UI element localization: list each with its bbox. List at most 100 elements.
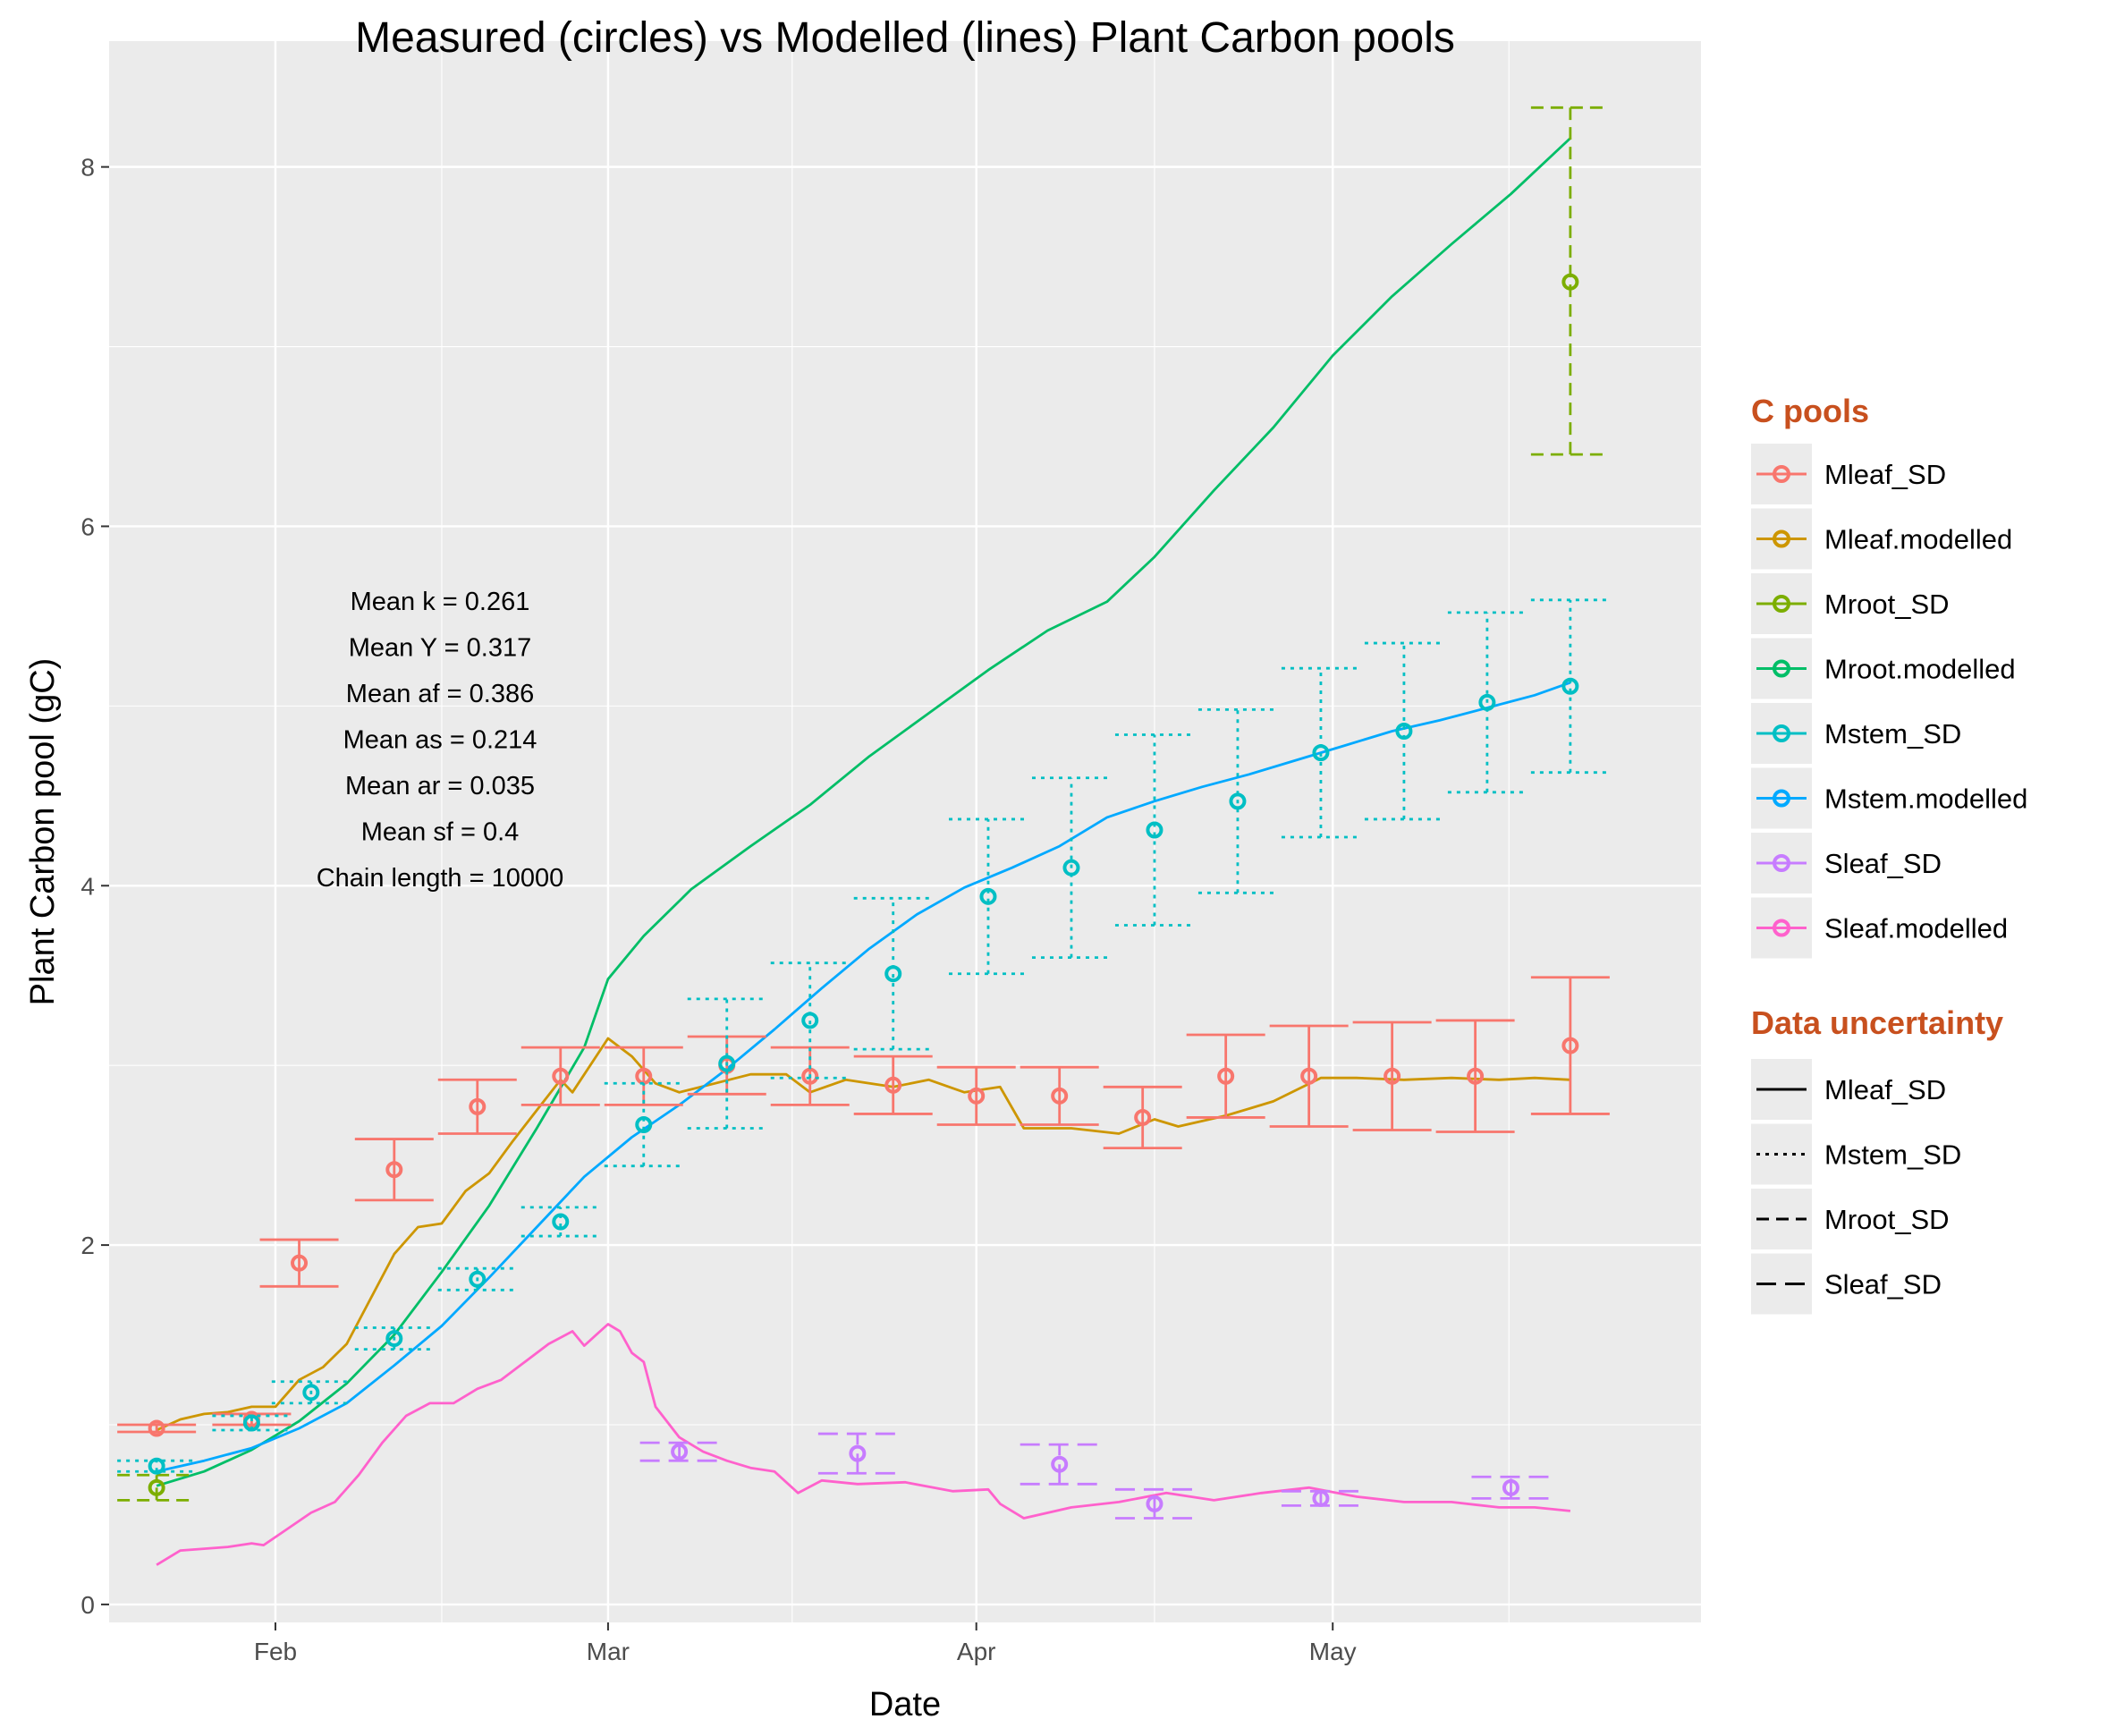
measured-point-group-mstem-sd bbox=[687, 997, 766, 1130]
legend-label: Mleaf_SD bbox=[1824, 1074, 1946, 1105]
measured-point-group-sleaf-sd bbox=[1471, 1475, 1551, 1500]
measured-point-group-sleaf-sd bbox=[639, 1441, 719, 1462]
measured-point-mleaf-sd bbox=[552, 1067, 570, 1085]
measured-point-mleaf-sd bbox=[1134, 1108, 1152, 1126]
measured-point-mstem-sd bbox=[242, 1414, 260, 1432]
measured-point-mleaf-sd bbox=[148, 1419, 165, 1437]
measured-point-group-mstem-sd bbox=[1447, 611, 1527, 794]
annotation-line: Mean as = 0.214 bbox=[343, 726, 537, 755]
legend-c-pools: C pools Mleaf_SD Mleaf.modelled Mroot_SD Mro… bbox=[1751, 393, 2027, 959]
measured-point-group-mroot-sd bbox=[117, 1473, 197, 1502]
series-line-Sleaf-modelled bbox=[156, 1323, 1571, 1566]
legend-key-point bbox=[1773, 919, 1790, 937]
measured-point-mstem-sd bbox=[718, 1054, 736, 1072]
measured-point-mstem-sd bbox=[469, 1270, 487, 1288]
legend-label: Mleaf_SD bbox=[1824, 459, 1946, 490]
x-tick-label: May bbox=[1309, 1638, 1357, 1665]
x-tick-label: Apr bbox=[957, 1638, 996, 1665]
measured-point-mleaf-sd bbox=[1561, 1037, 1579, 1054]
measured-point-mstem-sd bbox=[552, 1213, 570, 1231]
measured-point-mstem-sd bbox=[1229, 792, 1247, 810]
mean-parameters-annotation: Mean k = 0.261 Mean Y = 0.317 Mean af = 0.… bbox=[317, 588, 564, 893]
measured-point-group-mstem-sd bbox=[1114, 733, 1194, 927]
measured-point-sleaf-sd bbox=[1312, 1489, 1330, 1507]
measured-point-group-mleaf-sd bbox=[520, 1046, 600, 1106]
measured-point-group-mstem-sd bbox=[354, 1326, 434, 1351]
measured-point-mstem-sd bbox=[1395, 722, 1413, 740]
measured-point-group-mstem-sd bbox=[1031, 776, 1111, 960]
measured-point-mroot-sd bbox=[148, 1478, 165, 1496]
measured-point-group-sleaf-sd bbox=[1114, 1487, 1194, 1520]
measured-point-mleaf-sd bbox=[1384, 1067, 1401, 1085]
measured-point-group-mleaf-sd bbox=[604, 1046, 683, 1106]
measured-point-group-sleaf-sd bbox=[817, 1432, 897, 1475]
measured-point-mstem-sd bbox=[635, 1115, 653, 1133]
legend-label: Mleaf.modelled bbox=[1824, 524, 2012, 555]
measured-point-group-mstem-sd bbox=[117, 1457, 197, 1475]
measured-point-group-mroot-sd bbox=[1530, 106, 1610, 456]
y-tick-label: 0 bbox=[80, 1591, 95, 1619]
annotation-line: Mean ar = 0.035 bbox=[345, 772, 535, 800]
annotation-line: Mean k = 0.261 bbox=[351, 588, 530, 616]
measured-point-group-mleaf-sd bbox=[354, 1138, 434, 1202]
y-axis-title: Plant Carbon pool (gC) bbox=[24, 658, 62, 1006]
legend-label: Mstem.modelled bbox=[1824, 783, 2027, 815]
measured-point-mstem-sd bbox=[1062, 859, 1080, 876]
legend-title-data-uncertainty: Data uncertainty bbox=[1751, 1004, 2003, 1041]
y-tick-label: 2 bbox=[80, 1232, 95, 1259]
y-tick-label: 6 bbox=[80, 512, 95, 540]
measured-point-mstem-sd bbox=[1312, 744, 1330, 762]
measured-point-group-sleaf-sd bbox=[1281, 1489, 1360, 1507]
measured-point-mstem-sd bbox=[979, 887, 997, 905]
measured-points bbox=[117, 106, 1610, 1520]
legend-data-uncertainty: Data uncertainty Mleaf_SD Mstem_SD Mroot_SD… bbox=[1751, 1004, 2003, 1315]
y-tick-label: 8 bbox=[80, 154, 95, 182]
measured-point-mleaf-sd bbox=[884, 1076, 902, 1094]
measured-point-group-mleaf-sd bbox=[936, 1065, 1016, 1126]
measured-point-group-mstem-sd bbox=[853, 896, 933, 1051]
measured-point-group-mstem-sd bbox=[1197, 707, 1277, 894]
measured-point-sleaf-sd bbox=[849, 1444, 867, 1462]
legend-label: Sleaf_SD bbox=[1824, 1269, 1942, 1300]
measured-point-group-mstem-sd bbox=[271, 1380, 351, 1405]
measured-point-group-mleaf-sd bbox=[1103, 1085, 1182, 1149]
measured-point-mstem-sd bbox=[884, 965, 902, 983]
legend-label: Mstem_SD bbox=[1824, 1139, 1961, 1171]
measured-point-group-mleaf-sd bbox=[853, 1054, 933, 1115]
annotation-line: Chain length = 10000 bbox=[317, 864, 564, 893]
legend-key-point bbox=[1773, 724, 1790, 742]
measured-point-mroot-sd bbox=[1561, 273, 1579, 291]
measured-point-group-mstem-sd bbox=[1364, 641, 1443, 821]
legend-label: Sleaf.modelled bbox=[1824, 913, 2008, 944]
legend-key-point bbox=[1773, 854, 1790, 872]
plot-panel bbox=[109, 41, 1701, 1622]
measured-point-group-mleaf-sd bbox=[117, 1419, 197, 1437]
measured-point-mstem-sd bbox=[1561, 677, 1579, 695]
measured-point-group-mleaf-sd bbox=[1186, 1033, 1265, 1119]
measured-point-mstem-sd bbox=[385, 1330, 403, 1348]
x-tick-label: Mar bbox=[587, 1638, 630, 1665]
legend-key-point bbox=[1773, 595, 1790, 613]
annotation-line: Mean sf = 0.4 bbox=[361, 818, 520, 847]
measured-point-mstem-sd bbox=[801, 1012, 819, 1029]
measured-point-mleaf-sd bbox=[469, 1097, 487, 1115]
measured-point-group-mstem-sd bbox=[604, 1081, 683, 1168]
measured-point-mleaf-sd bbox=[801, 1067, 819, 1085]
measured-point-group-mstem-sd bbox=[437, 1266, 517, 1291]
measured-point-sleaf-sd bbox=[1146, 1495, 1164, 1512]
modelled-lines bbox=[156, 137, 1571, 1566]
legend-key-point bbox=[1773, 789, 1790, 808]
legend-label: Mroot.modelled bbox=[1824, 654, 2016, 685]
annotation-line: Mean af = 0.386 bbox=[346, 680, 534, 708]
measured-point-group-mleaf-sd bbox=[1269, 1024, 1349, 1128]
legend-label: Sleaf_SD bbox=[1824, 848, 1942, 879]
grid-lines bbox=[109, 41, 1701, 1622]
measured-point-mstem-sd bbox=[302, 1384, 320, 1402]
measured-point-sleaf-sd bbox=[671, 1443, 689, 1461]
measured-point-mleaf-sd bbox=[291, 1254, 309, 1272]
measured-point-group-mleaf-sd bbox=[259, 1238, 339, 1288]
measured-point-mleaf-sd bbox=[1217, 1067, 1235, 1085]
series-line-Mroot-modelled bbox=[156, 137, 1571, 1487]
chart-title: Measured (circles) vs Modelled (lines) P… bbox=[355, 14, 1455, 62]
measured-point-group-mleaf-sd bbox=[1020, 1065, 1099, 1126]
